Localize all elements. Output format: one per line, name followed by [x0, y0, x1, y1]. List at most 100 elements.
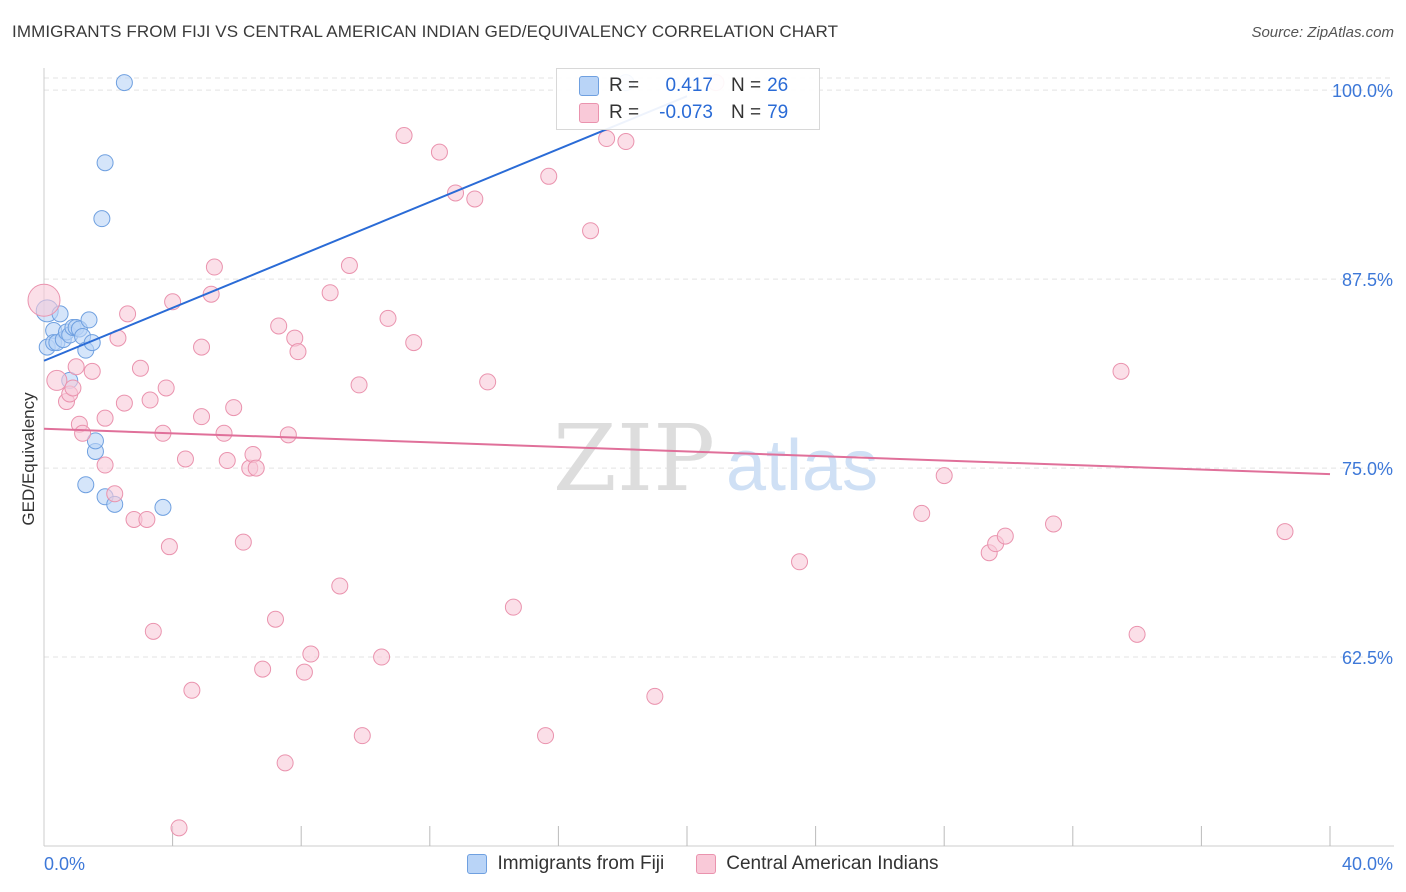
cai-point	[373, 648, 391, 666]
label-layer: 62.5% 75.0% 87.5% 100.0% 0.0% 40.0% GED/Equiva…	[19, 81, 1393, 874]
cai-point	[295, 663, 313, 681]
cai-point	[379, 309, 397, 327]
legend-item-cai[interactable]: Central American Indians	[696, 853, 939, 875]
cai-point	[170, 819, 188, 837]
cai-point	[218, 452, 236, 470]
fiji-r-value: 0.417	[665, 75, 713, 96]
fiji-point	[154, 498, 172, 516]
fiji-point	[77, 476, 95, 494]
cai-point	[540, 167, 558, 185]
cai-point	[254, 660, 272, 678]
y-tick-label: 87.5%	[1342, 270, 1393, 290]
trend-layer	[43, 95, 1331, 476]
watermark-zip: ZIP	[553, 405, 715, 512]
cai-point	[176, 450, 194, 468]
cai-point	[46, 369, 68, 391]
fiji-point	[86, 432, 104, 450]
cai-point	[405, 334, 423, 352]
cai-point	[131, 359, 149, 377]
cai-point	[96, 456, 114, 474]
cai-point	[270, 317, 288, 335]
cai-point	[247, 459, 265, 477]
cai-point	[504, 598, 522, 616]
cai-point	[331, 577, 349, 595]
cai-r-value: -0.073	[659, 102, 713, 123]
cai-point	[215, 424, 233, 442]
cai-point	[1276, 523, 1294, 541]
cai-point	[582, 222, 600, 240]
cai-point	[193, 408, 211, 426]
cai-point	[266, 610, 284, 628]
y-axis-title: GED/Equivalency	[19, 392, 38, 526]
cai-point	[1112, 362, 1130, 380]
fiji-point	[96, 154, 114, 172]
cai-point	[115, 394, 133, 412]
watermark-atlas: atlas	[726, 426, 878, 506]
legend-item-fiji[interactable]: Immigrants from Fiji	[467, 853, 664, 875]
stats-row-cai: R = -0.073 N = 79	[579, 100, 788, 126]
cai-point	[138, 510, 156, 528]
cai-point	[340, 257, 358, 274]
cai-point	[996, 527, 1014, 545]
cai-point	[430, 143, 448, 161]
fiji-point	[115, 74, 133, 92]
cai-point	[160, 538, 178, 556]
cai-swatch	[579, 103, 599, 123]
cai-point	[598, 130, 616, 148]
cai-point	[537, 727, 555, 745]
cai-point	[183, 681, 201, 699]
cai-point	[144, 622, 162, 640]
cai-point	[276, 754, 294, 772]
cai-point	[225, 399, 243, 417]
legend-label-cai: Central American Indians	[726, 853, 939, 874]
source-label: Source: ZipAtlas.com	[1251, 24, 1394, 41]
cai-point	[141, 391, 159, 409]
cai-point	[106, 485, 124, 503]
x-tick-label: 0.0%	[44, 854, 85, 874]
cai-point	[466, 190, 484, 208]
cai-point	[74, 424, 92, 442]
cai-point	[395, 126, 413, 144]
n-label: N =	[731, 75, 762, 96]
cai-trend-line	[43, 427, 1331, 476]
cai-point	[193, 338, 211, 356]
bottom-legend: Immigrants from Fiji Central American In…	[0, 850, 1406, 878]
cai-point	[67, 358, 85, 376]
y-tick-label: 75.0%	[1342, 459, 1393, 479]
legend-swatch-cai	[696, 854, 717, 874]
cai-point	[205, 258, 223, 276]
cai-point	[321, 284, 339, 302]
cai-point	[479, 373, 497, 391]
n-label: N =	[731, 102, 762, 123]
chart-title: IMMIGRANTS FROM FIJI VS CENTRAL AMERICAN…	[12, 22, 839, 41]
fiji-point	[80, 311, 98, 329]
cai-point	[96, 409, 114, 427]
cai-point	[289, 343, 307, 361]
legend-swatch-fiji	[467, 854, 488, 874]
cai-point	[646, 687, 664, 705]
cai-point	[353, 727, 371, 745]
cai-point	[234, 533, 252, 551]
x-tick-label: 40.0%	[1342, 854, 1393, 874]
fiji-n-value: 26	[767, 75, 789, 96]
cai-point	[1128, 625, 1146, 643]
cai-point	[617, 133, 635, 151]
cai-point	[157, 379, 175, 397]
legend-label-fiji: Immigrants from Fiji	[497, 853, 665, 874]
cai-point	[27, 283, 61, 317]
fiji-point	[93, 210, 111, 228]
fiji-swatch	[579, 76, 599, 96]
cai-point	[935, 467, 953, 485]
watermark: ZIP atlas	[553, 405, 878, 512]
stats-row-fiji: R = 0.417 N = 26	[579, 73, 788, 99]
cai-point	[64, 379, 82, 397]
y-tick-label: 62.5%	[1342, 648, 1393, 668]
axis-layer	[43, 68, 1394, 847]
cai-point	[119, 305, 137, 323]
cai-point	[302, 645, 320, 663]
grid-layer	[44, 77, 1394, 658]
cai-n-value: 79	[767, 102, 789, 123]
cai-point	[1045, 515, 1063, 533]
cai-point	[350, 376, 368, 394]
